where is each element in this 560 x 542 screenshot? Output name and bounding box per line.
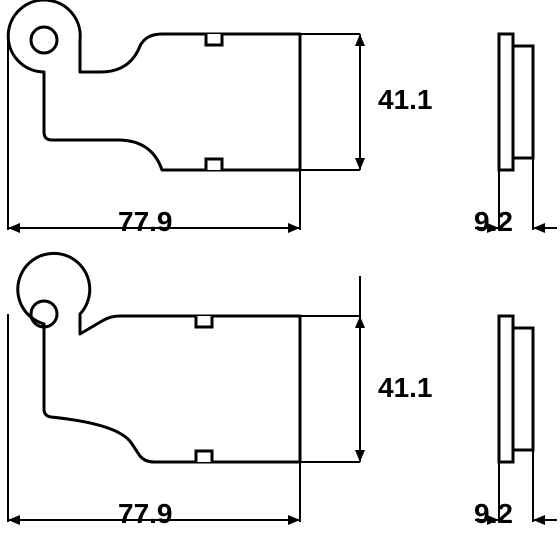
pad1-width-label: 77.9 bbox=[118, 206, 173, 238]
drawing-svg bbox=[0, 0, 560, 542]
brake-pad-dimension-drawing: 77.9 41.1 9.2 77.9 41.1 9.2 bbox=[0, 0, 560, 542]
pad2-height-label: 41.1 bbox=[378, 372, 433, 404]
pad2-width-label: 77.9 bbox=[118, 498, 173, 530]
side1-thickness-label: 9.2 bbox=[474, 206, 513, 238]
pad1-height-label: 41.1 bbox=[378, 84, 433, 116]
side2-thickness-label: 9.2 bbox=[474, 498, 513, 530]
